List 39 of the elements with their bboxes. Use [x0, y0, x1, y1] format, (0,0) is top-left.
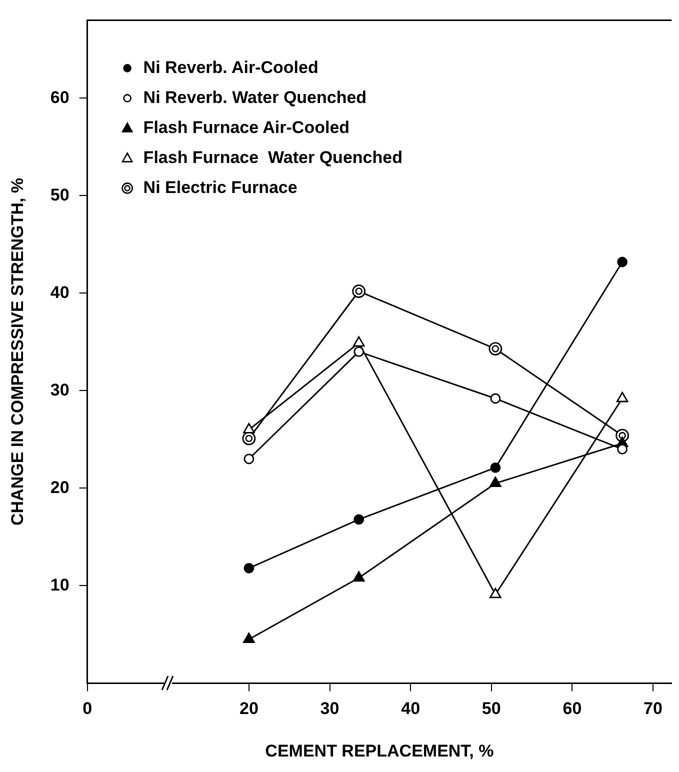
y-tick-label: 50	[50, 185, 70, 204]
y-axis-title: CHANGE IN COMPRESSIVE STRENGTH, %	[8, 178, 27, 526]
y-tick-label: 40	[50, 282, 70, 302]
point	[244, 562, 254, 574]
point	[354, 346, 364, 357]
x-tick-label: 20	[239, 699, 258, 718]
point	[616, 428, 630, 442]
x-tick-label: 40	[401, 699, 420, 718]
point	[616, 392, 628, 402]
point	[352, 571, 365, 582]
y-tick-label: 20	[50, 478, 70, 497]
point	[243, 423, 255, 434]
point	[354, 514, 364, 525]
point	[490, 476, 502, 488]
point	[352, 336, 365, 347]
legend-label: Ni Reverb. Air-Cooled	[143, 58, 318, 77]
legend-label: Ni Reverb. Water Quenched	[143, 88, 367, 107]
x-tick-label: 0	[82, 699, 92, 718]
y-tick-label: 60	[50, 88, 70, 107]
x-tick-label: 30	[320, 699, 340, 718]
point	[490, 462, 501, 473]
point	[490, 588, 502, 598]
y-tick-label: 10	[50, 575, 70, 594]
x-tick-label: 60	[562, 699, 582, 718]
point	[617, 444, 628, 454]
legend-label: Flash Furnace Air-Cooled	[143, 118, 350, 137]
point	[490, 393, 501, 404]
point	[352, 284, 366, 298]
point	[488, 342, 502, 356]
point	[617, 256, 628, 268]
x-axis-title: CEMENT REPLACEMENT, %	[265, 741, 494, 760]
point	[242, 432, 256, 446]
point	[244, 454, 254, 464]
x-tick-label: 70	[644, 699, 662, 718]
y-tick-label: 30	[50, 380, 70, 400]
x-tick-label: 50	[482, 699, 501, 718]
legend-label: Flash Furnace Water Quenched	[143, 148, 402, 167]
legend-label: Ni Electric Furnace	[143, 178, 298, 197]
point	[243, 632, 255, 644]
